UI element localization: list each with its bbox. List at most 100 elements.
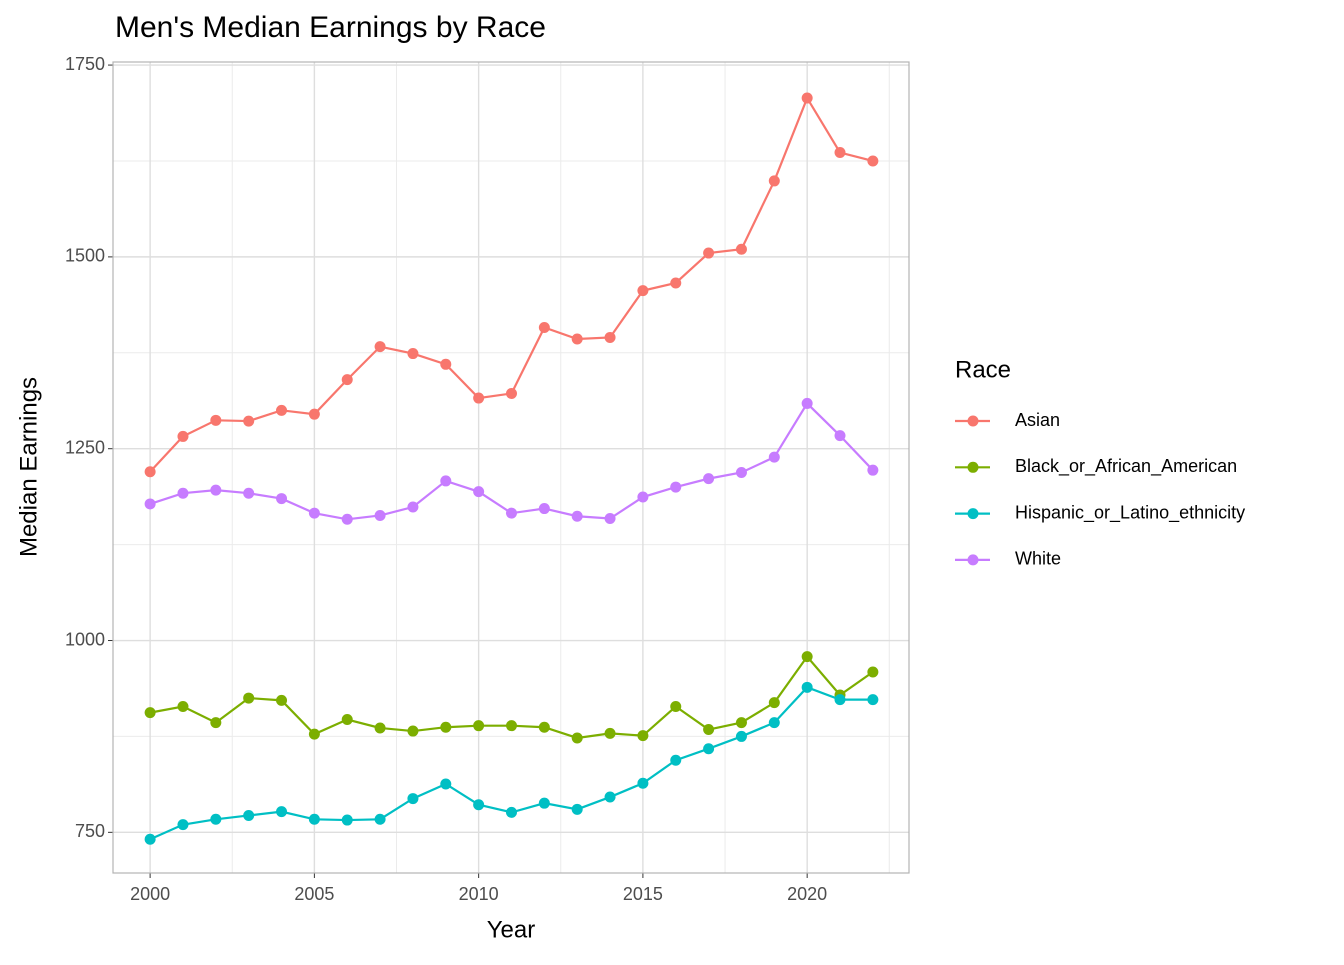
data-point bbox=[308, 507, 320, 519]
data-point bbox=[768, 697, 780, 709]
data-point bbox=[703, 247, 715, 259]
data-point bbox=[834, 430, 846, 442]
data-point bbox=[276, 694, 288, 706]
data-point bbox=[144, 833, 156, 845]
data-point bbox=[276, 806, 288, 818]
data-point bbox=[801, 92, 813, 104]
data-point bbox=[177, 430, 189, 442]
y-tick-label: 1250 bbox=[65, 437, 105, 457]
data-point bbox=[505, 720, 517, 732]
data-point bbox=[308, 813, 320, 825]
legend-label: White bbox=[1015, 549, 1061, 569]
x-tick-label: 2005 bbox=[294, 884, 334, 904]
data-point bbox=[374, 722, 386, 734]
data-point bbox=[538, 797, 550, 809]
data-point bbox=[407, 793, 419, 805]
legend-marker bbox=[967, 554, 979, 566]
data-point bbox=[243, 692, 255, 704]
legend-marker bbox=[967, 508, 979, 520]
data-point bbox=[867, 464, 879, 476]
data-point bbox=[604, 791, 616, 803]
x-tick-label: 2010 bbox=[459, 884, 499, 904]
data-point bbox=[440, 721, 452, 733]
data-point bbox=[243, 487, 255, 499]
x-tick-label: 2000 bbox=[130, 884, 170, 904]
data-point bbox=[473, 486, 485, 498]
x-tick-label: 2020 bbox=[787, 884, 827, 904]
data-point bbox=[637, 285, 649, 297]
legend-marker bbox=[967, 415, 979, 427]
data-point bbox=[670, 701, 682, 713]
data-point bbox=[670, 481, 682, 493]
data-point bbox=[801, 681, 813, 693]
data-point bbox=[341, 513, 353, 525]
data-point bbox=[604, 727, 616, 739]
x-axis-label: Year bbox=[487, 916, 536, 943]
data-point bbox=[735, 717, 747, 729]
data-point bbox=[407, 501, 419, 513]
data-point bbox=[177, 487, 189, 499]
data-point bbox=[867, 694, 879, 706]
data-point bbox=[210, 484, 222, 496]
data-point bbox=[177, 701, 189, 713]
chart-title: Men's Median Earnings by Race bbox=[115, 11, 546, 44]
data-point bbox=[604, 513, 616, 525]
data-point bbox=[801, 397, 813, 409]
data-point bbox=[768, 717, 780, 729]
y-axis-label: Median Earnings bbox=[15, 377, 42, 557]
data-point bbox=[473, 392, 485, 404]
data-point bbox=[735, 730, 747, 742]
data-point bbox=[637, 777, 649, 789]
data-point bbox=[505, 387, 517, 399]
data-point bbox=[308, 728, 320, 740]
y-tick-label: 750 bbox=[75, 821, 105, 841]
data-point bbox=[473, 799, 485, 811]
data-point bbox=[144, 707, 156, 719]
data-point bbox=[210, 717, 222, 729]
data-point bbox=[407, 348, 419, 360]
data-point bbox=[571, 510, 583, 522]
data-point bbox=[440, 358, 452, 370]
data-point bbox=[276, 493, 288, 505]
data-point bbox=[571, 732, 583, 744]
y-tick-label: 1000 bbox=[65, 629, 105, 649]
data-point bbox=[243, 809, 255, 821]
data-point bbox=[505, 507, 517, 519]
data-point bbox=[210, 414, 222, 426]
data-point bbox=[703, 473, 715, 485]
data-point bbox=[637, 491, 649, 503]
data-point bbox=[341, 814, 353, 826]
data-point bbox=[243, 415, 255, 427]
data-point bbox=[440, 778, 452, 790]
data-point bbox=[308, 408, 320, 420]
data-point bbox=[703, 743, 715, 755]
data-point bbox=[177, 819, 189, 831]
data-point bbox=[374, 341, 386, 353]
data-point bbox=[703, 724, 715, 736]
data-point bbox=[637, 730, 649, 742]
data-point bbox=[144, 466, 156, 478]
data-point bbox=[276, 404, 288, 416]
data-point bbox=[768, 175, 780, 187]
data-point bbox=[604, 331, 616, 343]
data-point bbox=[571, 803, 583, 815]
data-point bbox=[374, 509, 386, 521]
data-point bbox=[538, 721, 550, 733]
data-point bbox=[768, 451, 780, 463]
data-point bbox=[834, 147, 846, 159]
data-point bbox=[538, 321, 550, 333]
legend-title: Race bbox=[955, 356, 1011, 383]
data-point bbox=[867, 155, 879, 167]
data-point bbox=[407, 725, 419, 737]
data-point bbox=[834, 694, 846, 706]
y-tick-label: 1500 bbox=[65, 246, 105, 266]
data-point bbox=[801, 651, 813, 663]
data-point bbox=[538, 503, 550, 515]
x-tick-label: 2015 bbox=[623, 884, 663, 904]
data-point bbox=[210, 813, 222, 825]
data-point bbox=[440, 475, 452, 487]
y-tick-label: 1750 bbox=[65, 54, 105, 74]
data-point bbox=[670, 277, 682, 289]
